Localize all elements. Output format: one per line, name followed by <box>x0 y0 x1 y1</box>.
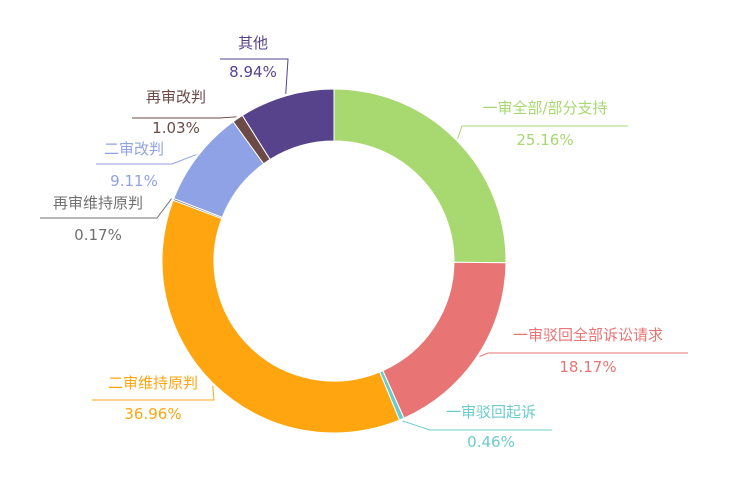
slice-value-label: 9.11% <box>110 172 158 190</box>
leader-line <box>92 385 215 401</box>
slice-value-label: 25.16% <box>516 131 573 149</box>
leader-line <box>96 154 197 165</box>
leader-line <box>220 58 289 94</box>
slice-name-label: 再审改判 <box>146 88 206 106</box>
slice-name-label: 一审驳回全部诉讼请求 <box>513 326 663 344</box>
slice-value-label: 36.96% <box>124 405 181 423</box>
donut-slices <box>161 88 507 434</box>
slice-value-label: 1.03% <box>152 119 200 137</box>
slice-value-label: 0.17% <box>74 226 122 244</box>
leader-line <box>402 420 552 431</box>
slice-value-label: 18.17% <box>559 358 616 376</box>
slice-name-label: 一审驳回起诉 <box>446 403 536 421</box>
slice-value-label: 8.94% <box>229 63 277 81</box>
slice-7[interactable] <box>241 88 335 161</box>
leader-line <box>40 198 172 219</box>
slice-0[interactable] <box>333 88 507 264</box>
slice-name-label: 二审改判 <box>104 140 164 158</box>
slice-name-label: 其他 <box>238 34 268 52</box>
slice-labels: 一审全部/部分支持 25.16% 一审驳回全部诉讼请求 18.17% 一审驳回起诉 0.4… <box>40 34 688 451</box>
slice-name-label: 二审维持原判 <box>108 374 198 392</box>
slice-3[interactable] <box>161 199 401 434</box>
slice-1[interactable] <box>382 261 507 419</box>
leader-line <box>132 116 237 119</box>
leader-line <box>457 125 628 139</box>
leader-line <box>479 352 688 357</box>
slice-value-label: 0.46% <box>467 433 515 451</box>
slice-name-label: 一审全部/部分支持 <box>482 99 607 117</box>
slice-name-label: 再审维持原判 <box>53 194 143 212</box>
